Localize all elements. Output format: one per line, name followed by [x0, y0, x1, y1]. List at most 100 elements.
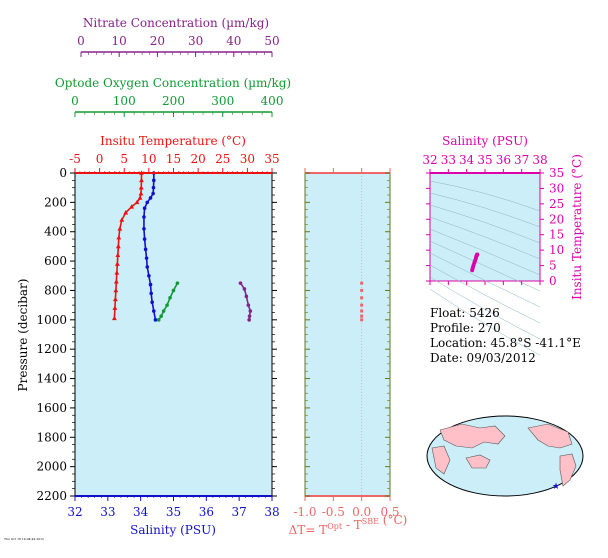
- pressure-tick-label: 1200: [36, 342, 67, 356]
- info-float: Float: 5426: [430, 306, 500, 320]
- temperature-point: [117, 226, 123, 231]
- pressure-tick-label: 800: [44, 283, 67, 297]
- oxygen-point: [175, 281, 180, 285]
- salinity-point: [145, 265, 150, 269]
- float-info: Float: 5426 Profile: 270 Location: 45.8°…: [430, 306, 581, 365]
- nitrate-point: [246, 303, 251, 307]
- map-land-samerica: [559, 453, 577, 487]
- pressure-tick-label: 400: [44, 225, 67, 239]
- nitrate-point: [244, 294, 249, 299]
- salinity-tick-label: 37: [232, 505, 247, 519]
- salinity-point: [142, 237, 147, 241]
- oxygen-tick-label: 200: [162, 94, 185, 108]
- salinity-tick-label: 32: [67, 505, 82, 519]
- nitrate-tick-label: 20: [150, 34, 165, 48]
- oxygen-point: [171, 288, 176, 293]
- salinity-point: [151, 191, 155, 196]
- delta-point: [360, 296, 364, 300]
- ts-temperature-tick-label: 15: [549, 228, 564, 242]
- ts-temperature-tick-label: 0: [549, 274, 557, 288]
- map-land-africa: [431, 445, 451, 475]
- density-contour: [429, 216, 541, 260]
- density-contour: [429, 264, 541, 324]
- temperature-point: [112, 305, 118, 310]
- delta-point: [360, 281, 364, 285]
- salinity-point: [143, 247, 148, 252]
- delta-point: [360, 314, 364, 318]
- density-contour: [429, 192, 541, 228]
- temperature-tick-label: 25: [215, 152, 230, 166]
- temperature-point: [114, 270, 120, 275]
- oxygen-point: [168, 295, 172, 300]
- temperature-tick-label: 5: [120, 152, 128, 166]
- salinity-point: [153, 318, 158, 322]
- pressure-axis-label: Pressure (decibar): [16, 279, 30, 392]
- temperature-point: [134, 199, 140, 205]
- pressure-tick-label: 0: [59, 166, 67, 180]
- salinity-point: [149, 291, 153, 296]
- temperature-point: [119, 217, 125, 222]
- salinity-tick-label: 35: [166, 505, 181, 519]
- salinity-tick-label: 34: [133, 505, 149, 519]
- oxygen-tick-label: 100: [113, 94, 136, 108]
- ts-plot-area: [429, 172, 541, 282]
- salinity-point: [142, 226, 146, 231]
- nitrate-tick-label: 0: [77, 34, 85, 48]
- info-location: Location: 45.8°S -41.1°E: [430, 336, 581, 350]
- temperature-point: [115, 252, 121, 258]
- oxygen-point: [165, 303, 169, 307]
- delta-tick-label: 0.0: [352, 505, 371, 519]
- density-contour: [429, 180, 541, 212]
- footer-stamp: Thu Oct 18 14:04:44 2012: [4, 537, 44, 541]
- temperature-point: [138, 185, 144, 190]
- delta-tick-label: -0.5: [322, 505, 345, 519]
- oxygen-tick-label: 300: [211, 94, 234, 108]
- salinity-tick-label: 33: [100, 505, 115, 519]
- nitrate-point: [247, 318, 251, 322]
- info-profile: Profile: 270: [430, 321, 501, 335]
- nitrate-point: [247, 314, 252, 318]
- delta-tick-label: 0.5: [380, 505, 399, 519]
- temperature-point: [116, 235, 122, 240]
- ts-salinity-tick-label: 33: [441, 153, 456, 167]
- density-contour: [429, 228, 541, 276]
- oxygen-tick-label: 400: [261, 94, 284, 108]
- delta-point: [360, 303, 364, 307]
- pressure-tick-label: 600: [44, 254, 67, 268]
- temperature-point: [115, 243, 121, 249]
- delta-point: [360, 318, 364, 322]
- temperature-tick-label: 35: [264, 152, 279, 166]
- temperature-tick-label: 0: [96, 152, 104, 166]
- delta-point: [360, 309, 364, 313]
- salinity-point: [148, 282, 153, 287]
- salinity-point: [152, 178, 156, 183]
- nitrate-tick-label: 40: [226, 34, 241, 48]
- ts-salinity-tick-label: 36: [496, 153, 511, 167]
- pressure-tick-label: 1400: [36, 372, 67, 386]
- oxygen-axis-label: Optode Oxygen Concentration (µm/kg): [55, 76, 291, 90]
- salinity-point: [144, 256, 149, 260]
- oxygen-point: [159, 314, 163, 318]
- salinity-point: [142, 215, 146, 219]
- ts-temperature-tick-label: 25: [549, 197, 564, 211]
- density-contour: [429, 240, 541, 292]
- salinity-point: [142, 206, 147, 211]
- delta-plot-area: [304, 172, 391, 497]
- delta-axis-label: ΔT= TOpt - TSBE (°C): [289, 513, 408, 537]
- profile-plot-area: [74, 172, 273, 497]
- salinity-point: [152, 309, 156, 313]
- ts-temperature-tick-label: 10: [549, 243, 564, 257]
- ts-salinity-label: Salinity (PSU): [442, 134, 528, 148]
- salinity-tick-label: 36: [199, 505, 214, 519]
- temperature-point: [129, 204, 135, 209]
- ts-point: [475, 252, 480, 257]
- temperature-point: [123, 210, 129, 215]
- temperature-point: [112, 296, 118, 302]
- nitrate-point: [238, 281, 243, 285]
- map-land-namerica: [527, 423, 573, 449]
- salinity-tick-label: 38: [264, 505, 279, 519]
- temperature-tick-label: 15: [166, 152, 181, 166]
- map-land-asia: [439, 423, 506, 449]
- ts-temperature-tick-label: 5: [549, 259, 557, 273]
